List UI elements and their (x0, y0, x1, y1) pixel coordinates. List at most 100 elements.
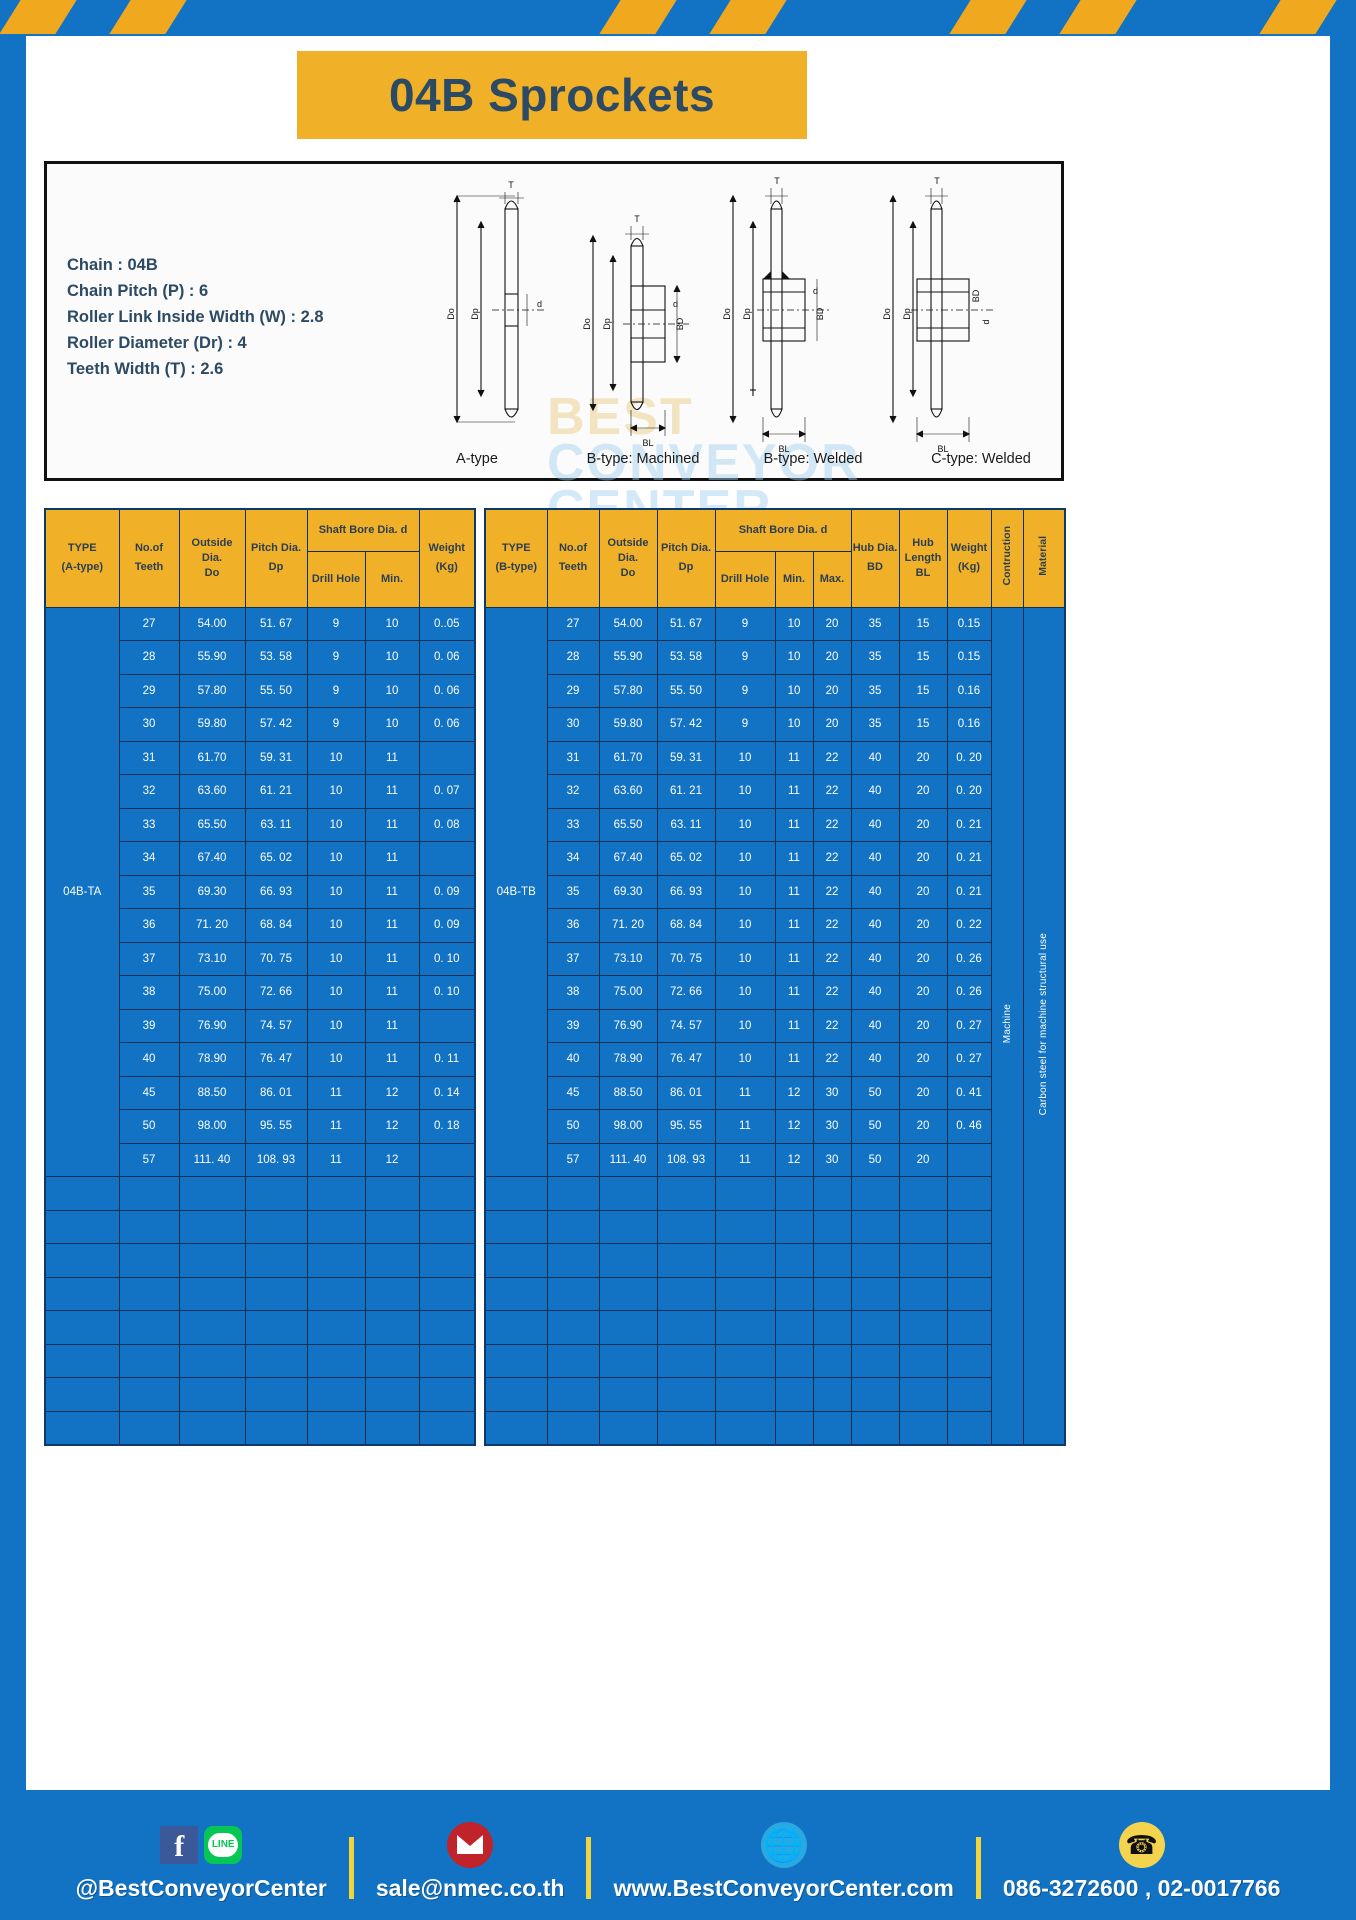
cell-empty (44, 1276, 120, 1311)
table-row-empty (44, 1410, 476, 1445)
cell-min: 11 (364, 1042, 420, 1077)
header-min-b: Min. (774, 550, 814, 608)
footer-divider-1 (348, 1837, 354, 1899)
cell-outside-dia: 54.00 (598, 606, 658, 641)
cell-empty (898, 1209, 948, 1244)
footer-facebook[interactable]: f LINE @BestConveyorCenter (76, 1821, 327, 1902)
cell-min: 12 (364, 1142, 420, 1177)
cell-empty (656, 1209, 716, 1244)
cell-empty (656, 1310, 716, 1345)
cell-drill-hole: 10 (714, 975, 776, 1010)
cell-pitch-dia: 95. 55 (656, 1109, 716, 1144)
table-row: 50 98.00 95. 55 11 12 0. 18 (45, 1109, 476, 1144)
cell-min: 11 (364, 841, 420, 876)
diagram-label-b-machined: B-type: Machined (586, 451, 700, 467)
cell-empty (44, 1243, 120, 1278)
cell-drill-hole: 10 (714, 1008, 776, 1043)
cell-empty (774, 1343, 814, 1378)
cell-teeth: 37 (546, 941, 600, 976)
footer-phone[interactable]: ☎ 086-3272600 , 02-0017766 (1003, 1821, 1280, 1902)
cell-weight: 0. 26 (946, 975, 992, 1010)
cell-empty (306, 1377, 366, 1412)
cell-empty (812, 1276, 852, 1311)
cell-empty (306, 1243, 366, 1278)
facebook-icon[interactable]: f (160, 1825, 199, 1864)
table-row-empty (44, 1276, 476, 1311)
table-row-empty (44, 1343, 476, 1378)
cell-type-value: 04B-TA (44, 606, 120, 1177)
email-icon[interactable] (447, 1821, 494, 1868)
cell-empty (178, 1209, 246, 1244)
cell-teeth: 36 (118, 908, 180, 943)
cell-material-value: Carbon steel for machine structural use (1022, 606, 1066, 1445)
cell-empty (178, 1176, 246, 1211)
cell-min: 12 (774, 1075, 814, 1110)
cell-outside-dia: 61.70 (598, 740, 658, 775)
line-icon[interactable]: LINE (204, 1825, 243, 1864)
cell-empty (418, 1209, 476, 1244)
svg-text:T: T (774, 176, 780, 186)
contact-footer: f LINE @BestConveyorCenter sale@nmec.co.… (0, 1802, 1356, 1920)
cell-outside-dia: 55.90 (598, 640, 658, 675)
cell-empty (364, 1176, 420, 1211)
cell-max: 22 (812, 841, 852, 876)
svg-text:Dp: Dp (470, 308, 480, 320)
cell-outside-dia: 98.00 (178, 1109, 246, 1144)
cell-weight: 0.16 (946, 707, 992, 742)
cell-teeth: 35 (546, 874, 600, 909)
table-a-body: 04B-TA 27 54.00 51. 67 9 10 0..05 28 55.90 53. 58… (44, 606, 476, 1445)
cell-drill-hole: 10 (714, 841, 776, 876)
header-min-a: Min. (364, 550, 420, 608)
cell-min: 10 (364, 606, 420, 641)
cell-teeth: 50 (118, 1109, 180, 1144)
cell-empty (714, 1410, 776, 1445)
cell-hub-dia: 40 (850, 908, 900, 943)
cell-outside-dia: 57.80 (178, 673, 246, 708)
cell-hub-dia: 35 (850, 707, 900, 742)
svg-text:Do: Do (582, 318, 592, 330)
cell-weight: 0. 06 (418, 673, 476, 708)
table-row-empty (484, 1243, 1065, 1278)
cell-outside-dia: 71. 20 (598, 908, 658, 943)
cell-pitch-dia: 57. 42 (244, 707, 308, 742)
header-pitch-dia-b: Pitch Dia. Dp (656, 508, 716, 608)
cell-drill-hole: 10 (306, 908, 366, 943)
table-row: 40 78.90 76. 47 10 11 22 40 20 0. 27 (485, 1042, 1065, 1077)
table-row: 38 75.00 72. 66 10 11 0. 10 (45, 975, 476, 1010)
cell-hub-length: 20 (898, 975, 948, 1010)
header-material-b: Material (1022, 508, 1066, 608)
cell-hub-dia: 50 (850, 1075, 900, 1110)
cell-empty (418, 1410, 476, 1445)
footer-website[interactable]: 🌐 www.BestConveyorCenter.com (613, 1821, 954, 1902)
cell-empty (364, 1410, 420, 1445)
table-row: 45 88.50 86. 01 11 12 30 50 20 0. 41 (485, 1075, 1065, 1110)
cell-empty (546, 1410, 600, 1445)
cell-min: 10 (774, 640, 814, 675)
cell-teeth: 39 (118, 1008, 180, 1043)
cell-empty (946, 1209, 992, 1244)
table-b-body: 04B-TB 27 54.00 51. 67 9 10 20 35 15 0.15 Machine C… (484, 606, 1066, 1445)
cell-pitch-dia: 86. 01 (656, 1075, 716, 1110)
cell-empty (946, 1276, 992, 1311)
cell-empty (774, 1243, 814, 1278)
svg-text:BD: BD (815, 307, 825, 320)
globe-icon[interactable]: 🌐 (760, 1821, 807, 1868)
phone-icon[interactable]: ☎ (1118, 1821, 1165, 1868)
cell-empty (484, 1243, 548, 1278)
table-row: 36 71. 20 68. 84 10 11 0. 09 (45, 908, 476, 943)
cell-max: 20 (812, 673, 852, 708)
footer-email[interactable]: sale@nmec.co.th (376, 1821, 564, 1902)
cell-empty (178, 1310, 246, 1345)
cell-pitch-dia: 55. 50 (244, 673, 308, 708)
cell-weight: 0. 21 (946, 874, 992, 909)
header-shaft-bore-group-b: Shaft Bore Dia. d (714, 508, 852, 552)
cell-min: 12 (364, 1075, 420, 1110)
cell-pitch-dia: 66. 93 (244, 874, 308, 909)
header-teeth-b: No.of Teeth (546, 508, 600, 608)
cell-max: 30 (812, 1075, 852, 1110)
cell-max: 22 (812, 941, 852, 976)
page-title-banner: 04B Sprockets (297, 51, 807, 139)
cell-teeth: 33 (118, 807, 180, 842)
cell-empty (898, 1243, 948, 1278)
cell-min: 11 (364, 908, 420, 943)
